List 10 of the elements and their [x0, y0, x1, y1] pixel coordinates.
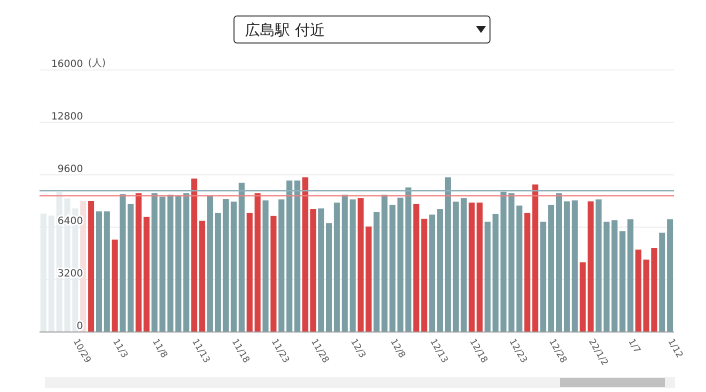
y-tick-label: 9600	[58, 164, 83, 175]
y-tick-label: 6400	[58, 216, 83, 228]
y-tick-label: 3200	[58, 268, 83, 280]
x-tick-label: 1/7	[626, 338, 642, 356]
chart-title: 広島駅 付近	[245, 21, 325, 39]
y-axis-title: (人)	[88, 58, 106, 69]
dropdown: 広島駅 付近	[234, 16, 490, 44]
y-tick-label: 12800	[51, 111, 83, 122]
y-tick-label: 16000	[51, 59, 83, 70]
y-tick-label: 0	[76, 321, 83, 332]
